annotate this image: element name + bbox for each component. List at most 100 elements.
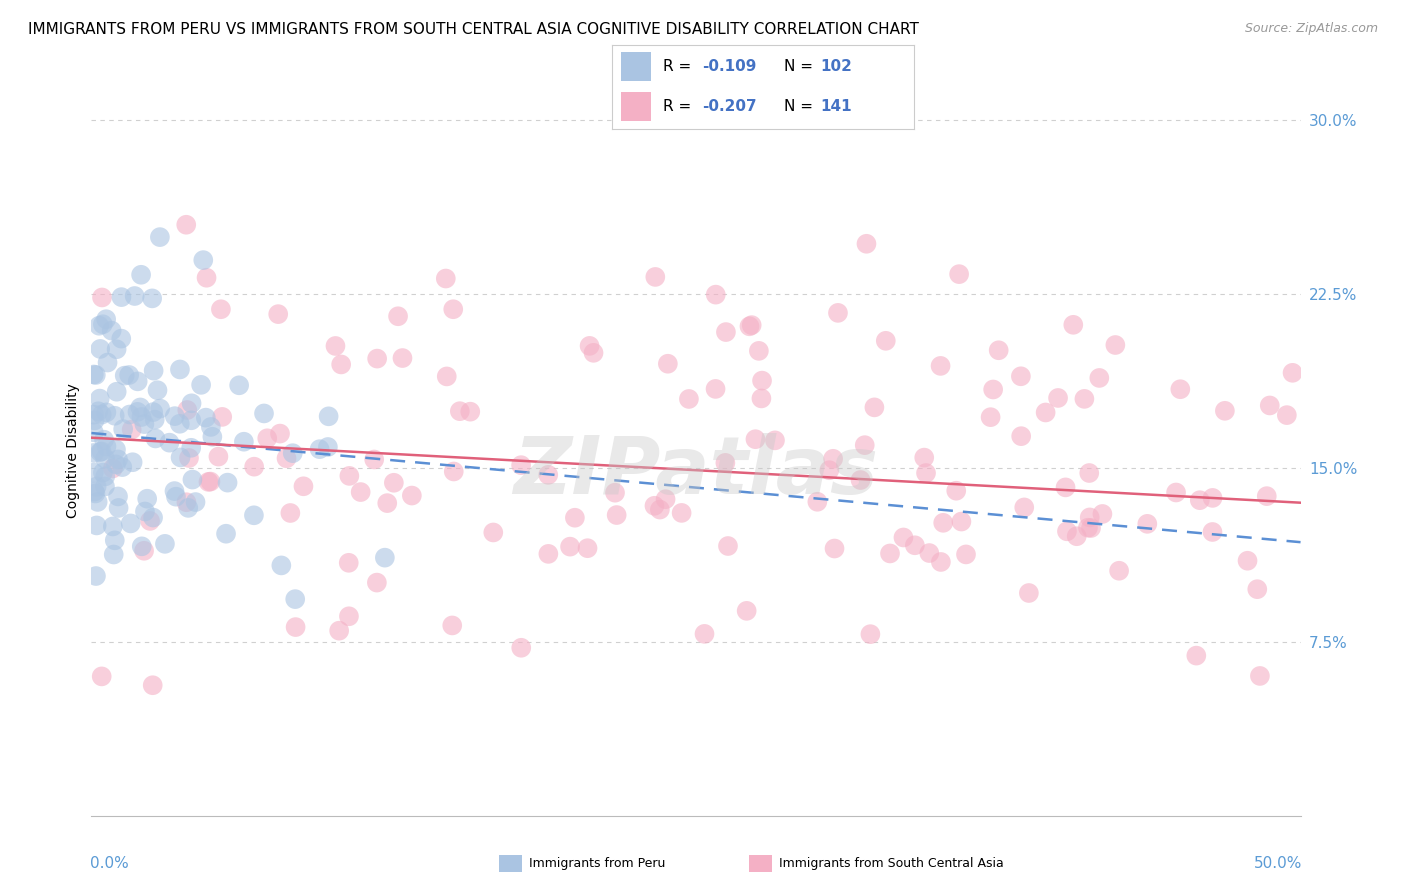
Point: [121, 455, 143, 469]
Point: [1256, 489, 1278, 503]
Point: [387, 310, 409, 324]
Point: [537, 547, 560, 561]
Text: Immigrants from Peru: Immigrants from Peru: [529, 857, 665, 870]
Point: [893, 531, 915, 545]
Point: [981, 383, 1004, 397]
Point: [193, 253, 215, 268]
Point: [1077, 521, 1099, 535]
Point: [441, 618, 464, 632]
Point: [232, 434, 254, 449]
Point: [163, 484, 186, 499]
Point: [201, 430, 224, 444]
Point: [1010, 369, 1032, 384]
Point: [83, 425, 105, 440]
Point: [194, 410, 217, 425]
Point: [945, 483, 967, 498]
Point: [987, 343, 1010, 358]
Point: [482, 525, 505, 540]
Point: [853, 438, 876, 452]
Point: [284, 620, 307, 634]
Point: [145, 432, 167, 446]
Point: [169, 417, 191, 431]
Point: [363, 452, 385, 467]
Point: [104, 409, 127, 423]
Point: [458, 405, 481, 419]
FancyBboxPatch shape: [620, 53, 651, 81]
Point: [94, 479, 117, 493]
Text: IMMIGRANTS FROM PERU VS IMMIGRANTS FROM SOUTH CENTRAL ASIA COGNITIVE DISABILITY : IMMIGRANTS FROM PERU VS IMMIGRANTS FROM …: [28, 22, 920, 37]
Point: [200, 420, 222, 434]
Point: [104, 458, 127, 472]
Point: [215, 526, 238, 541]
Point: [103, 548, 125, 562]
Point: [86, 518, 108, 533]
Point: [163, 409, 186, 424]
Point: [859, 627, 882, 641]
Point: [269, 426, 291, 441]
Point: [180, 413, 202, 427]
Point: [582, 346, 605, 360]
Point: [142, 678, 165, 692]
Point: [714, 456, 737, 470]
Point: [1091, 507, 1114, 521]
Point: [83, 446, 105, 460]
Point: [578, 339, 600, 353]
Point: [1136, 516, 1159, 531]
Text: R =: R =: [664, 59, 696, 74]
Point: [134, 504, 156, 518]
Text: 50.0%: 50.0%: [1253, 856, 1302, 871]
Point: [90, 669, 112, 683]
Point: [337, 469, 360, 483]
Point: [94, 469, 117, 483]
Point: [1249, 669, 1271, 683]
Point: [1201, 524, 1223, 539]
Point: [751, 392, 773, 406]
Point: [1168, 382, 1191, 396]
Point: [100, 324, 122, 338]
Point: [146, 383, 169, 397]
Point: [443, 465, 465, 479]
Point: [510, 640, 533, 655]
Point: [537, 467, 560, 482]
Point: [1080, 521, 1102, 535]
Point: [654, 492, 676, 507]
Point: [328, 624, 350, 638]
Point: [704, 287, 727, 301]
Point: [107, 500, 129, 515]
Point: [165, 490, 187, 504]
Point: [83, 408, 105, 422]
Point: [1066, 529, 1088, 543]
Point: [648, 502, 671, 516]
Point: [127, 375, 149, 389]
Point: [127, 405, 149, 419]
Point: [181, 473, 204, 487]
Point: [111, 460, 134, 475]
Point: [91, 290, 114, 304]
Point: [558, 540, 581, 554]
Point: [87, 318, 110, 333]
Point: [101, 519, 124, 533]
Point: [197, 475, 219, 489]
Point: [267, 307, 290, 321]
Point: [1188, 493, 1211, 508]
Text: -0.109: -0.109: [703, 59, 756, 74]
Point: [86, 480, 108, 494]
Point: [89, 342, 111, 356]
Point: [200, 475, 222, 489]
Point: [316, 440, 339, 454]
Point: [276, 451, 298, 466]
Text: Immigrants from South Central Asia: Immigrants from South Central Asia: [779, 857, 1004, 870]
Point: [1213, 404, 1236, 418]
Point: [912, 450, 935, 465]
Text: ZIPatlas: ZIPatlas: [513, 434, 879, 511]
Point: [169, 450, 191, 465]
Point: [107, 452, 129, 467]
Point: [449, 404, 471, 418]
Point: [174, 218, 197, 232]
Point: [96, 312, 118, 326]
Text: R =: R =: [664, 99, 696, 114]
Point: [818, 463, 841, 477]
Point: [96, 355, 118, 369]
Point: [110, 332, 132, 346]
Point: [118, 368, 141, 382]
